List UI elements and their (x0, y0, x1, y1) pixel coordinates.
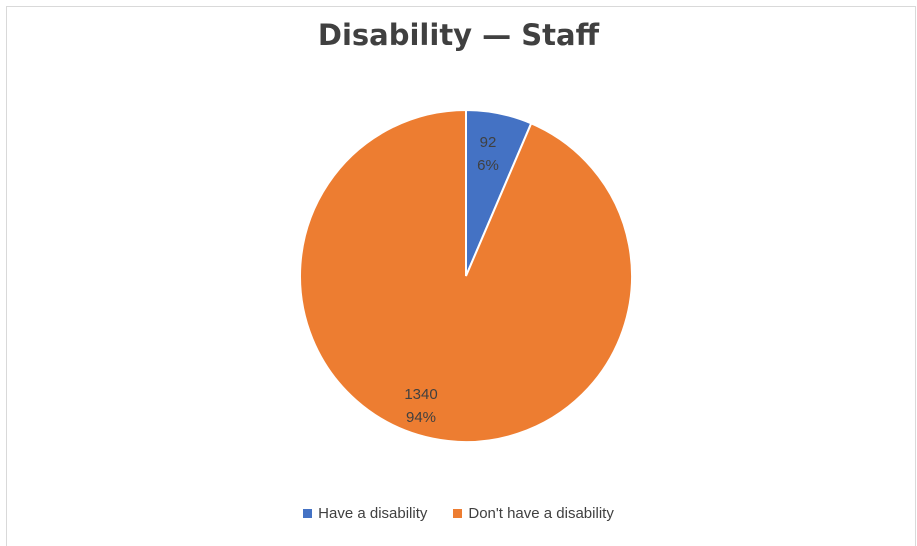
data-label-value: 92 (480, 134, 497, 151)
legend-swatch-have-disability (303, 508, 313, 518)
data-label-percent: 6% (477, 157, 499, 174)
chart-title: Disability — Staff (317, 18, 600, 52)
slice-no-disability (299, 108, 633, 443)
legend-item-have-disability: Have a disability (303, 505, 427, 522)
legend-item-no-disability: Don't have a disability (453, 504, 614, 522)
data-label-value: 1340 (404, 386, 437, 403)
legend-swatch-no-disability (453, 508, 463, 518)
legend-label-no-disability: Don't have a disability (468, 504, 614, 522)
chart-legend: Have a disability Don't have a disabilit… (0, 502, 917, 524)
chart-frame (6, 6, 916, 546)
data-label-percent: 94% (406, 409, 436, 426)
legend-label-have-disability: Have a disability (318, 504, 428, 522)
